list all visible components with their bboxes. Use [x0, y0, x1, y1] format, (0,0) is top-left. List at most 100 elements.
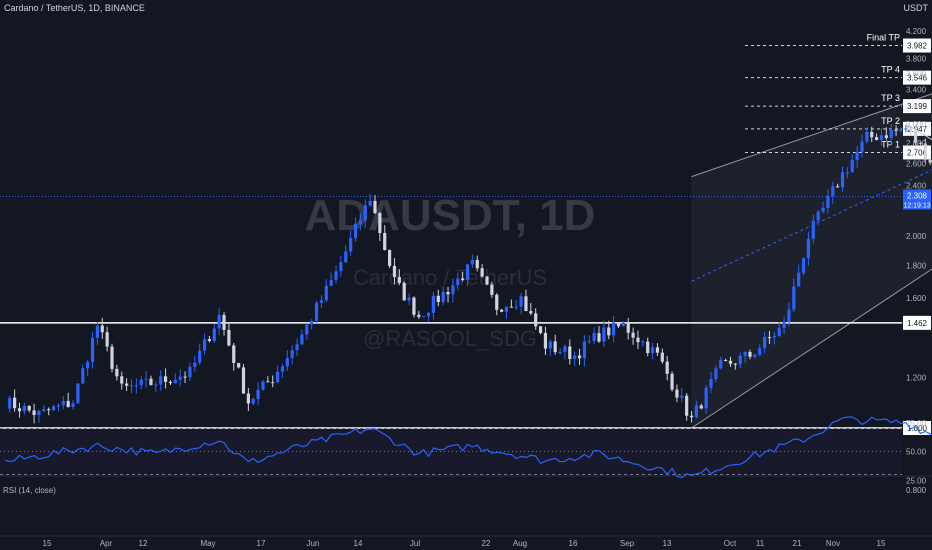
candle-body	[271, 382, 275, 384]
candle-body	[144, 378, 148, 380]
candle-body	[840, 172, 845, 188]
candle-body	[383, 232, 387, 251]
candle-body	[368, 200, 372, 206]
price-tick: 3.400	[906, 85, 927, 94]
target-label-2: 3.199	[907, 102, 928, 111]
candle-body	[90, 337, 95, 362]
candle-body	[831, 186, 835, 196]
candle-body	[71, 403, 75, 408]
time-tick: Nov	[826, 539, 840, 548]
candle-body	[870, 132, 874, 138]
candle-body	[548, 341, 552, 349]
candle-body	[913, 131, 918, 143]
price-tick: 2.000	[906, 232, 927, 241]
candle-body	[431, 295, 436, 313]
candle-body	[879, 135, 884, 141]
candle-body	[324, 285, 328, 301]
candle-body	[855, 151, 859, 160]
price-tick: 4.200	[906, 27, 927, 36]
candle-body	[397, 277, 401, 283]
target-name-4: TP 1	[881, 139, 900, 149]
candle-body	[300, 334, 304, 345]
candle-body	[806, 238, 811, 259]
candle-body	[280, 366, 285, 372]
target-tag-0	[903, 38, 931, 53]
candle-body	[704, 387, 708, 409]
candle-body	[568, 346, 572, 359]
candle-body	[728, 360, 733, 364]
price-tick: 2.400	[906, 182, 927, 191]
candle-body	[524, 296, 528, 312]
candle-body	[909, 128, 913, 132]
candle-body	[534, 313, 538, 327]
candle-body	[836, 186, 840, 188]
candle-countdown: 12:19:13	[903, 202, 930, 209]
candle-body	[563, 346, 567, 352]
candle-body	[139, 379, 143, 386]
candle-body	[928, 159, 932, 163]
candle-body	[159, 376, 163, 385]
time-tick: 17	[257, 539, 266, 548]
time-tick: 15	[43, 539, 52, 548]
candle-body	[485, 276, 489, 285]
candle-body	[597, 333, 601, 342]
candle-body	[738, 355, 742, 365]
candle-body	[407, 297, 411, 301]
candle-body	[310, 320, 314, 325]
candle-body	[115, 368, 119, 377]
candle-body	[285, 358, 289, 367]
candle-body	[51, 406, 56, 411]
candle-body	[860, 141, 864, 152]
candle-body	[295, 344, 299, 351]
candle-body	[441, 291, 445, 303]
candle-body	[349, 238, 353, 252]
time-tick: May	[200, 539, 215, 548]
candle-body	[110, 346, 114, 369]
candle-body	[529, 311, 533, 314]
time-tick: 14	[354, 539, 363, 548]
candle-body	[456, 278, 460, 286]
rsi-band	[0, 428, 902, 475]
candle-body	[685, 395, 689, 416]
candle-body	[86, 361, 90, 369]
channel-lower-line	[691, 268, 932, 429]
candle-body	[42, 409, 46, 412]
candle-body	[553, 341, 557, 353]
candle-body	[314, 302, 319, 321]
candle-body	[792, 286, 796, 310]
target-name-2: TP 3	[881, 93, 900, 103]
candle-body	[923, 143, 927, 160]
time-tick: 11	[756, 539, 765, 548]
candle-body	[850, 159, 854, 173]
candle-body	[227, 329, 231, 346]
target-tag-1	[903, 70, 931, 85]
candle-body	[904, 128, 908, 130]
candle-body	[587, 341, 591, 343]
candle-body	[329, 280, 333, 286]
candle-body	[378, 212, 382, 233]
candle-body	[37, 411, 41, 416]
candle-body	[246, 393, 250, 404]
price-tick: 3.600	[906, 69, 927, 78]
current-price-label: 2.308	[907, 191, 928, 200]
candle-body	[353, 223, 358, 239]
candle-body	[461, 278, 465, 280]
candle-body	[266, 381, 270, 383]
candle-body	[772, 335, 776, 338]
candle-body	[217, 314, 221, 329]
time-tick: Jun	[307, 539, 320, 548]
candle-body	[480, 268, 484, 277]
candle-body	[237, 362, 241, 368]
candle-body	[816, 211, 820, 221]
candle-body	[339, 262, 343, 272]
candle-body	[358, 220, 362, 224]
candle-body	[733, 363, 737, 365]
candle-body	[388, 250, 392, 266]
rsi-title: RSI (14, close)	[3, 486, 56, 495]
candle-body	[66, 400, 70, 408]
candle-body	[392, 265, 397, 278]
candle-body	[918, 142, 923, 144]
candle-body	[417, 314, 421, 318]
candle-body	[801, 258, 806, 273]
